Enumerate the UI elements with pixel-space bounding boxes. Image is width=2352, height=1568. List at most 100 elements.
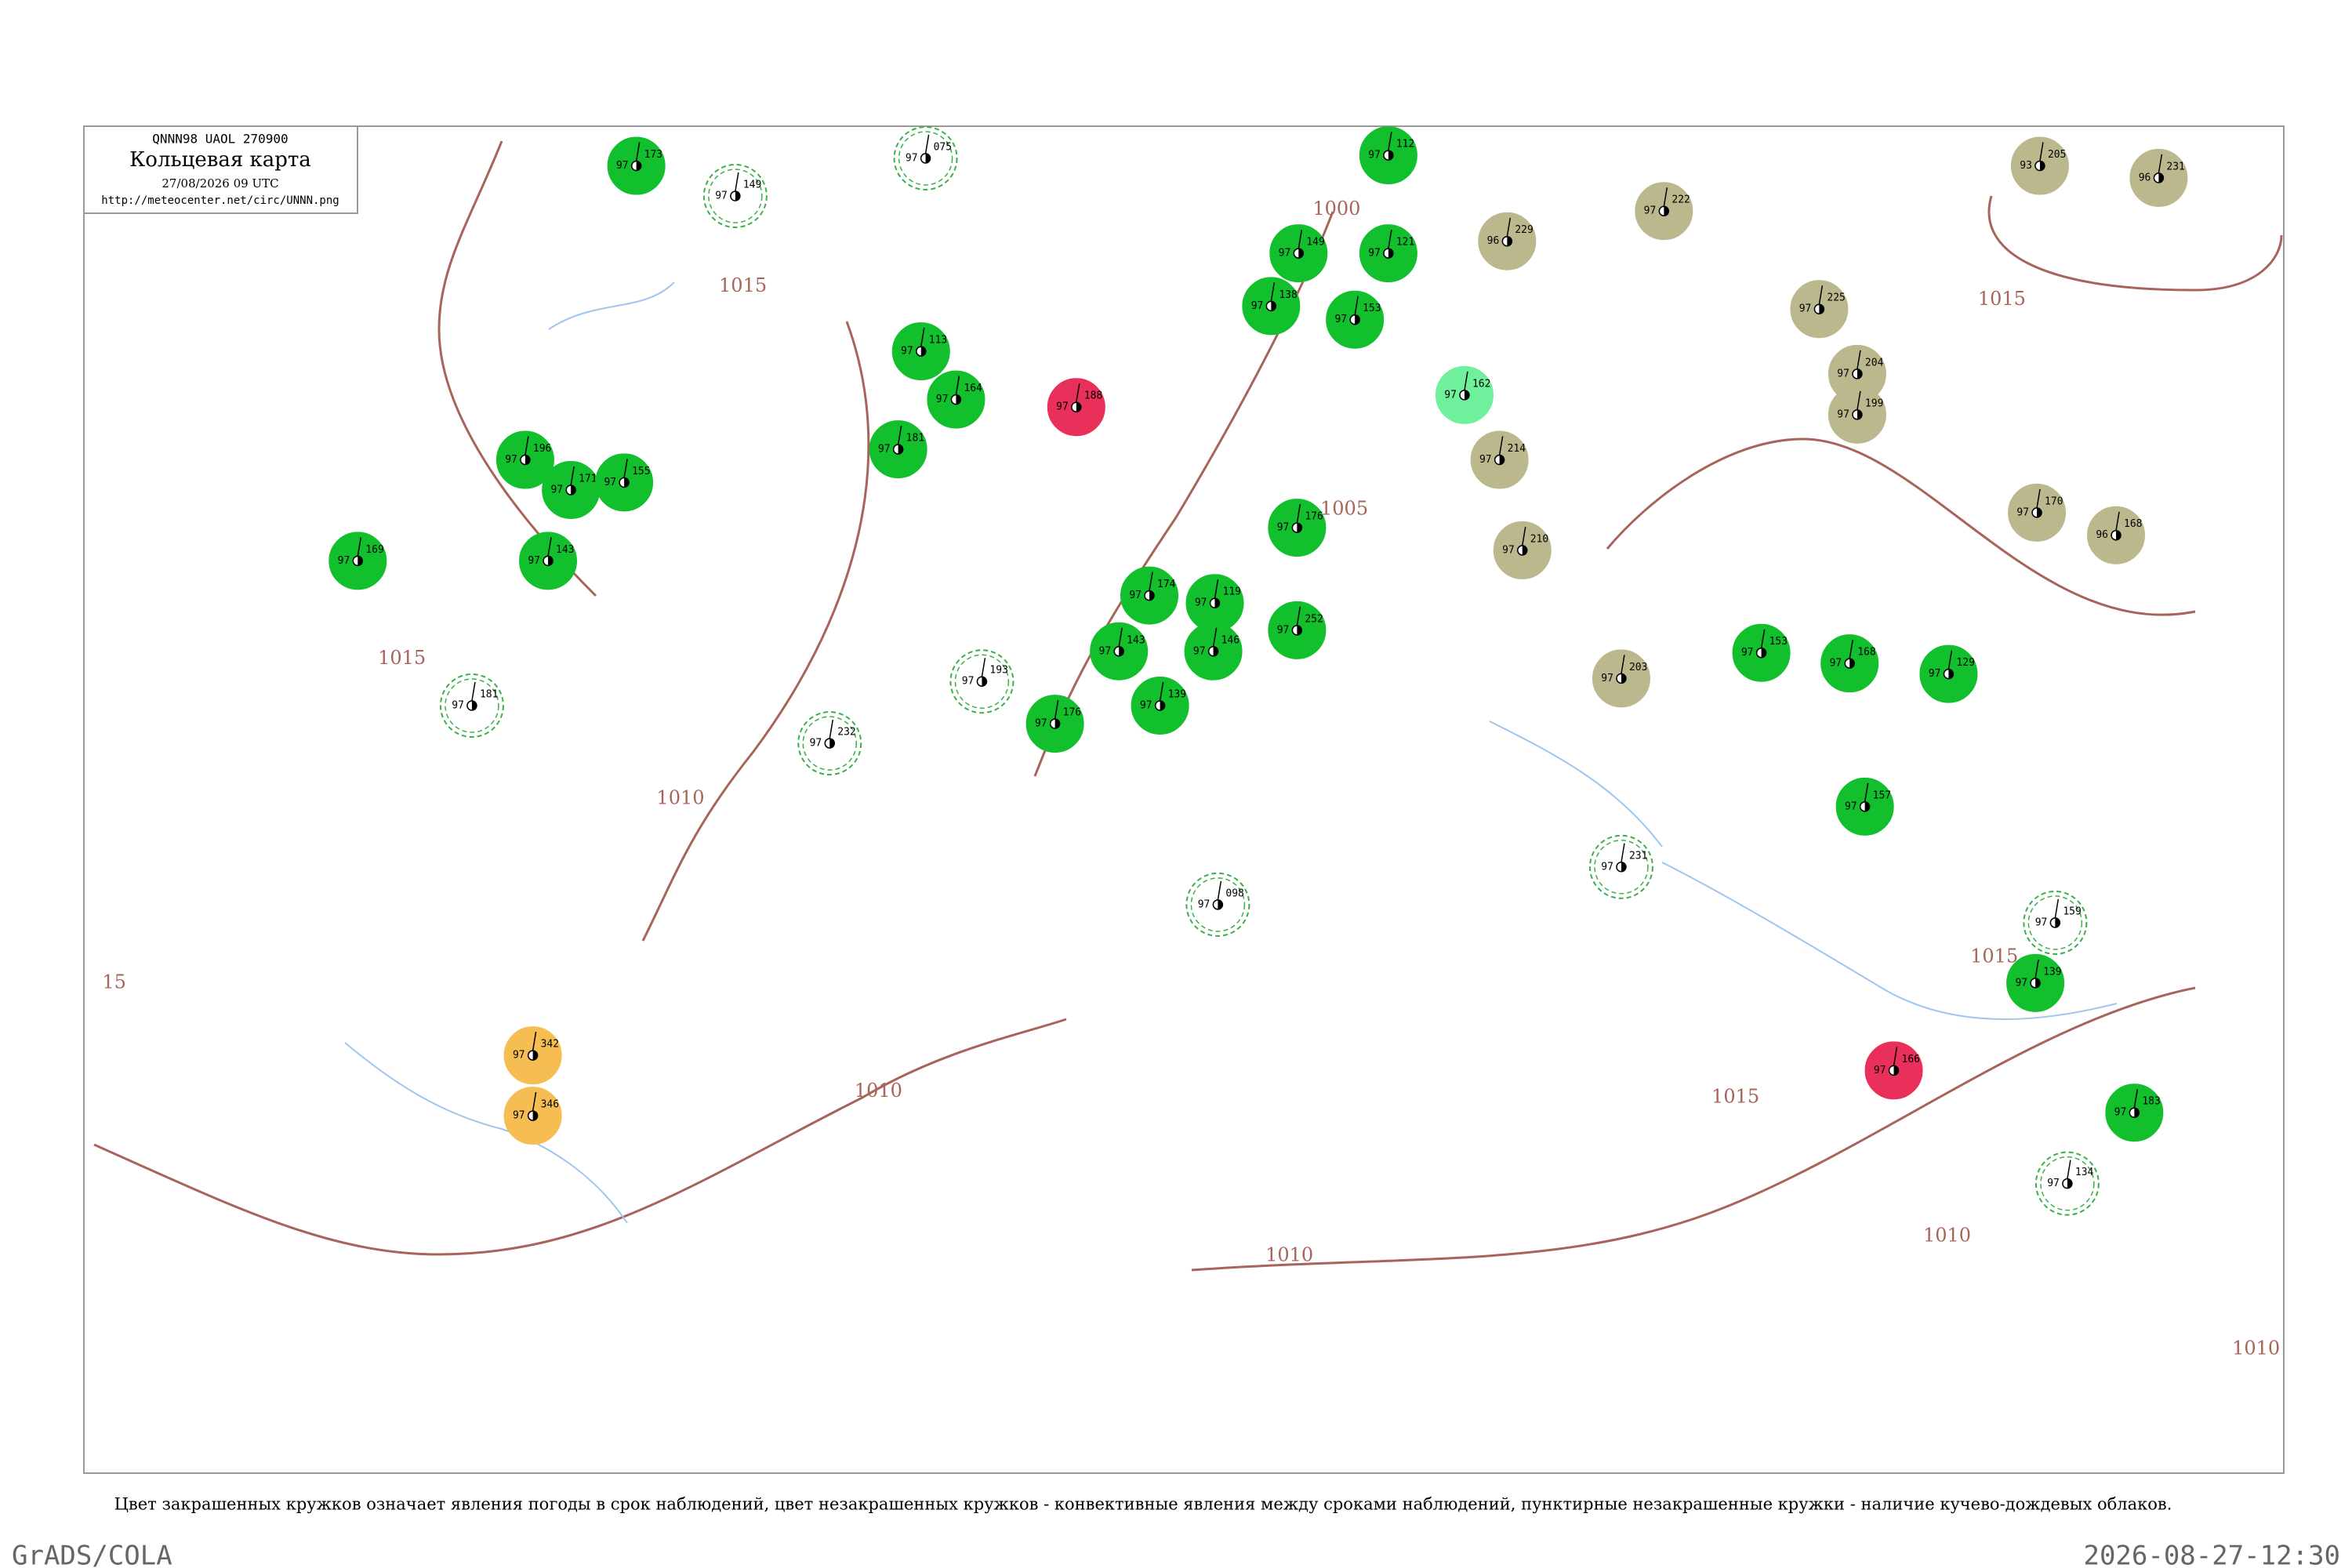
wind-barb <box>2034 959 2039 978</box>
station-temp: 97 <box>1601 673 1613 684</box>
station-pressure: 153 <box>1363 303 1381 314</box>
station-symbol-fill <box>2067 1178 2072 1189</box>
station: 134 97 <box>2034 1151 2100 1216</box>
station-symbol-fill <box>532 1051 538 1061</box>
station-temp: 97 <box>936 394 949 405</box>
wind-barb <box>1818 285 1824 305</box>
station-temp: 97 <box>1479 454 1492 466</box>
station-pressure: 169 <box>365 544 383 556</box>
wind-barb <box>955 376 960 395</box>
wind-barb <box>1054 699 1059 720</box>
wind-barb <box>1354 296 1359 315</box>
station-pressure: 166 <box>1902 1054 1920 1065</box>
station-pressure: 232 <box>837 727 855 739</box>
station-pressure: 113 <box>929 335 947 347</box>
station-symbol-fill <box>1522 545 1527 555</box>
station-temp: 97 <box>338 555 350 567</box>
station-temp: 97 <box>1929 668 1941 680</box>
isobar-label: 1015 <box>1978 288 2026 310</box>
station: 193 97 <box>949 649 1014 714</box>
isobars <box>93 140 2283 1272</box>
station-pressure: 173 <box>644 149 662 161</box>
wind-barb <box>1498 436 1504 456</box>
station-pressure: 193 <box>989 665 1007 677</box>
station: 113 97 <box>891 322 950 381</box>
station-pressure: 153 <box>1769 636 1788 648</box>
wind-barb <box>1522 526 1526 546</box>
station-symbol-fill <box>925 153 931 163</box>
station-temp: 97 <box>1368 150 1381 162</box>
station-symbol-fill <box>735 191 740 201</box>
station: 149 97 <box>1269 224 1328 283</box>
station-symbol-fill <box>2037 507 2042 517</box>
wind-barb <box>1947 650 1953 670</box>
station-symbol-fill <box>1388 249 1393 259</box>
station: 231 97 <box>1588 834 1653 899</box>
station-pressure: 164 <box>964 383 982 394</box>
station: 153 97 <box>1326 290 1385 349</box>
wind-barb <box>1864 782 1869 802</box>
station-temp: 97 <box>1334 314 1347 325</box>
header-code: QNNN98 UAOL 270900 <box>152 132 288 147</box>
station-temp: 97 <box>901 346 913 358</box>
station-symbol-fill <box>1857 409 1862 419</box>
station-pressure: 204 <box>1865 357 1884 368</box>
station-temp: 97 <box>2015 977 2027 989</box>
station-pressure: 171 <box>579 474 597 485</box>
station-ring <box>898 131 953 186</box>
wind-barb <box>1663 187 1668 207</box>
wind-barb <box>1076 383 1080 403</box>
station-ring <box>949 649 1014 714</box>
station-pressure: 210 <box>1530 533 1548 545</box>
station-temp: 97 <box>1129 590 1142 601</box>
station-temp: 97 <box>513 1110 525 1122</box>
isobar-label: 1015 <box>1970 946 2018 967</box>
station-temp: 96 <box>1487 235 1500 247</box>
station: 204 97 <box>1828 344 1886 403</box>
station-symbol-fill <box>1297 523 1302 533</box>
station-pressure: 149 <box>743 180 761 191</box>
station-symbol-fill <box>1507 236 1512 246</box>
wind-barb <box>1621 655 1625 674</box>
station-symbol-fill <box>1218 899 1223 909</box>
station: 139 97 <box>2006 953 2065 1012</box>
station-temp: 97 <box>1277 522 1290 534</box>
station-pressure: 149 <box>1306 237 1324 249</box>
isobar-label: 1010 <box>656 787 704 809</box>
station: 342 97 <box>503 1026 562 1085</box>
station-symbol-fill <box>532 1111 538 1121</box>
wind-barb <box>1849 640 1853 659</box>
station-pressure: 170 <box>2045 495 2063 507</box>
station-ring <box>797 711 862 776</box>
rivers <box>344 281 2118 1224</box>
station-pressure: 231 <box>1629 850 1647 862</box>
wind-barb <box>2036 488 2041 508</box>
wind-barb <box>570 466 575 486</box>
isobar-label: 1015 <box>719 274 767 296</box>
wind-barb <box>471 681 476 702</box>
station-temp: 96 <box>2139 172 2151 183</box>
isobar-label: 1015 <box>1711 1086 1759 1108</box>
wind-barb <box>1506 217 1512 237</box>
station-temp: 97 <box>1830 658 1842 670</box>
station-symbol-fill <box>2134 1108 2140 1118</box>
station-pressure: 159 <box>2063 906 2081 917</box>
station-pressure: 138 <box>1279 289 1297 301</box>
station: 112 97 <box>1359 126 1417 185</box>
station-pressure: 205 <box>2048 149 2066 161</box>
wind-barb <box>1217 880 1222 900</box>
station: 252 97 <box>1268 601 1327 659</box>
header-box: QNNN98 UAOL 270900 Кольцевая карта 27/08… <box>83 125 358 214</box>
station-pressure: 188 <box>1084 390 1102 402</box>
wind-barb <box>2067 1160 2071 1179</box>
station: 164 97 <box>927 370 985 429</box>
wind-barb <box>2133 1089 2139 1109</box>
station-ring <box>2027 895 2083 950</box>
station-temp: 97 <box>715 191 728 202</box>
wind-barb <box>1214 579 1219 599</box>
station-ring <box>1594 840 1649 895</box>
wind-barb <box>1296 503 1301 524</box>
footer-right: 2026-08-27-12:30 <box>2083 1541 2340 1568</box>
station: 173 97 <box>607 136 666 195</box>
station-pressure: 229 <box>1515 224 1533 236</box>
